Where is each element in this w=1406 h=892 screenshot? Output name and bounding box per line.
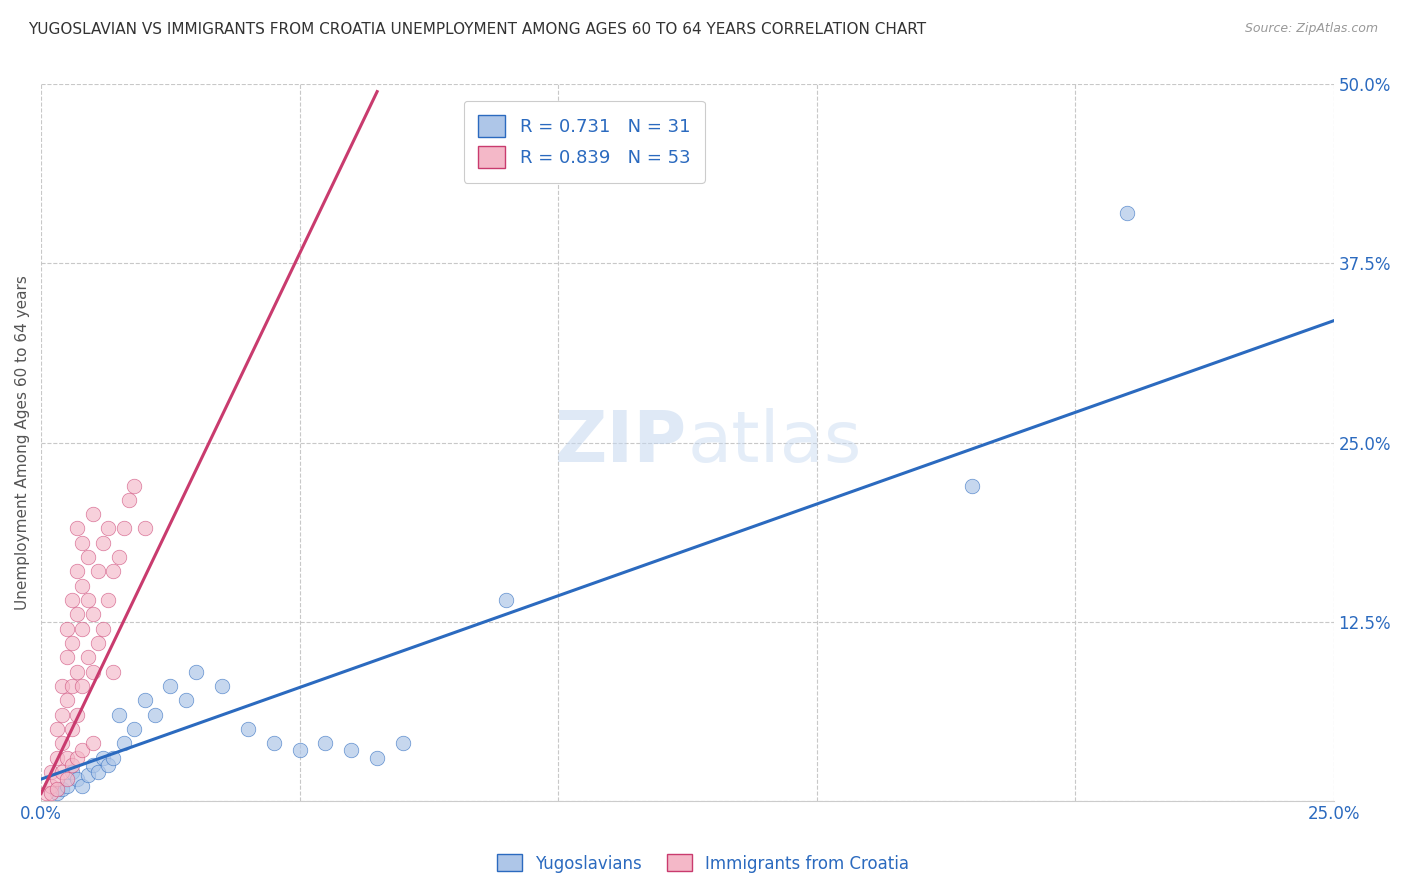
Point <box>66 665 89 679</box>
Point <box>41 779 63 793</box>
Point <box>45 722 67 736</box>
Point <box>45 787 67 801</box>
Point <box>51 707 73 722</box>
Point <box>51 679 73 693</box>
Point <box>60 764 83 779</box>
Point <box>107 550 129 565</box>
Point <box>263 736 285 750</box>
Text: atlas: atlas <box>688 408 862 477</box>
Point <box>118 492 141 507</box>
Point <box>66 750 89 764</box>
Point <box>288 743 311 757</box>
Point <box>143 707 166 722</box>
Point <box>159 679 181 693</box>
Point <box>97 521 120 535</box>
Point <box>51 736 73 750</box>
Point <box>314 736 336 750</box>
Point <box>51 782 73 797</box>
Point <box>82 607 104 622</box>
Point <box>82 736 104 750</box>
Point <box>60 636 83 650</box>
Point <box>103 565 125 579</box>
Point <box>51 764 73 779</box>
Point <box>60 679 83 693</box>
Point <box>56 693 79 707</box>
Point <box>87 565 110 579</box>
Point <box>174 693 197 707</box>
Point <box>340 743 363 757</box>
Text: Source: ZipAtlas.com: Source: ZipAtlas.com <box>1244 22 1378 36</box>
Point <box>56 650 79 665</box>
Point <box>97 593 120 607</box>
Point <box>72 622 94 636</box>
Point <box>76 550 98 565</box>
Point <box>392 736 415 750</box>
Point <box>97 757 120 772</box>
Point <box>35 787 58 801</box>
Point <box>122 722 145 736</box>
Point <box>87 764 110 779</box>
Point <box>45 750 67 764</box>
Point <box>112 736 135 750</box>
Point <box>122 478 145 492</box>
Point <box>45 782 67 797</box>
Point <box>41 787 63 801</box>
Point <box>91 622 114 636</box>
Point <box>56 772 79 786</box>
Point <box>66 565 89 579</box>
Point <box>76 650 98 665</box>
Point <box>56 779 79 793</box>
Point <box>66 707 89 722</box>
Point <box>366 750 388 764</box>
Point <box>87 636 110 650</box>
Legend: Yugoslavians, Immigrants from Croatia: Yugoslavians, Immigrants from Croatia <box>491 847 915 880</box>
Point <box>91 750 114 764</box>
Point <box>112 521 135 535</box>
Point <box>211 679 233 693</box>
Point <box>91 536 114 550</box>
Point <box>66 607 89 622</box>
Point <box>134 693 156 707</box>
Point <box>41 764 63 779</box>
Point <box>60 757 83 772</box>
Point <box>72 579 94 593</box>
Point <box>1115 206 1137 220</box>
Point <box>66 521 89 535</box>
Point <box>66 772 89 786</box>
Point <box>60 722 83 736</box>
Point <box>103 750 125 764</box>
Point <box>82 665 104 679</box>
Point <box>495 593 517 607</box>
Point <box>82 757 104 772</box>
Point <box>134 521 156 535</box>
Point <box>72 779 94 793</box>
Point <box>103 665 125 679</box>
Point <box>82 507 104 521</box>
Point <box>56 750 79 764</box>
Point <box>60 593 83 607</box>
Point <box>72 743 94 757</box>
Point <box>72 536 94 550</box>
Point <box>236 722 259 736</box>
Y-axis label: Unemployment Among Ages 60 to 64 years: Unemployment Among Ages 60 to 64 years <box>15 275 30 610</box>
Point <box>960 478 983 492</box>
Point <box>107 707 129 722</box>
Text: YUGOSLAVIAN VS IMMIGRANTS FROM CROATIA UNEMPLOYMENT AMONG AGES 60 TO 64 YEARS CO: YUGOSLAVIAN VS IMMIGRANTS FROM CROATIA U… <box>28 22 927 37</box>
Point <box>186 665 208 679</box>
Point <box>72 679 94 693</box>
Point <box>76 768 98 782</box>
Text: ZIP: ZIP <box>555 408 688 477</box>
Point <box>45 772 67 786</box>
Point <box>56 622 79 636</box>
Legend: R = 0.731   N = 31, R = 0.839   N = 53: R = 0.731 N = 31, R = 0.839 N = 53 <box>464 101 704 183</box>
Point <box>76 593 98 607</box>
